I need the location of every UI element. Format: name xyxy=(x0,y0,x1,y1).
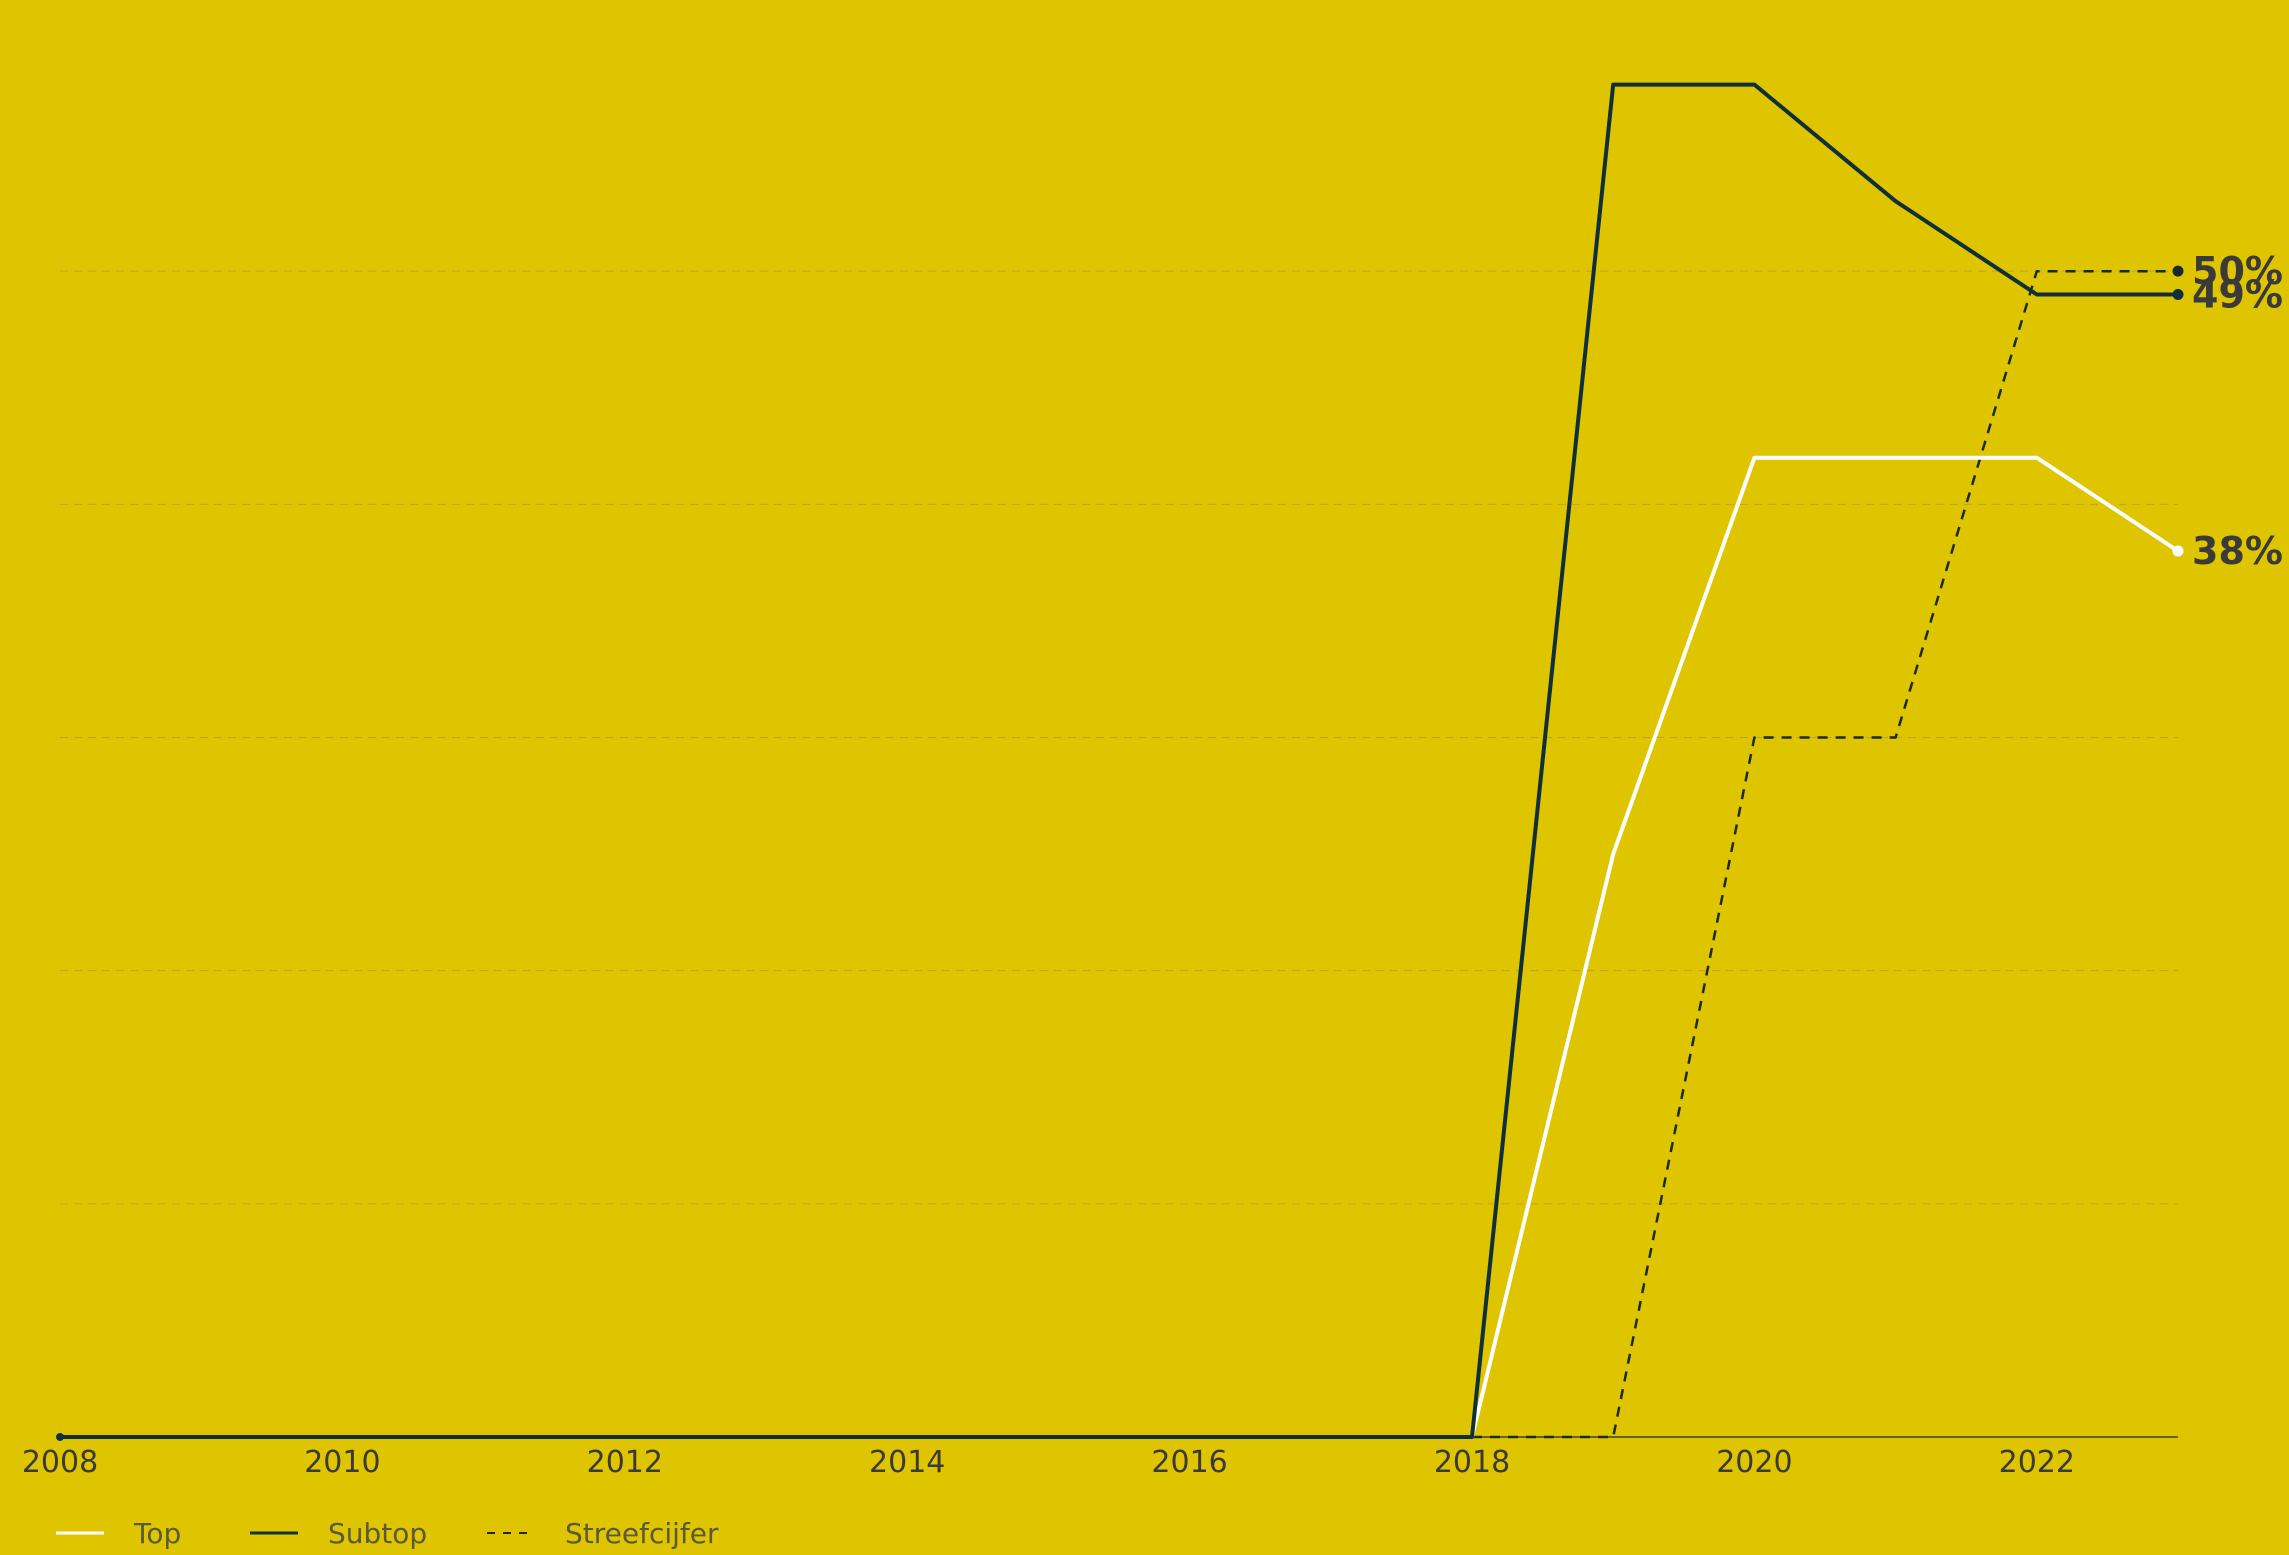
series-line-subtop xyxy=(60,82,2178,1439)
series-end-point-subtop xyxy=(2172,288,2184,300)
legend-label-streefcijfer: Streefcijfer xyxy=(565,1517,719,1550)
x-tick-label-2010: 2010 xyxy=(304,1445,380,1480)
x-tick-label-2018: 2018 xyxy=(1434,1445,1510,1480)
series-start-point-subtop xyxy=(56,1433,64,1441)
end-label-subtop: 49% xyxy=(2192,272,2283,316)
end-label-streefcijfer: 50% xyxy=(2192,249,2283,293)
x-tick-label-2008: 2008 xyxy=(22,1445,98,1480)
x-tick-label-2014: 2014 xyxy=(869,1445,945,1480)
end-labels: 50% 38% 49% xyxy=(2192,249,2283,573)
legend: Top Subtop Streefcijfer xyxy=(56,1517,719,1550)
legend-label-subtop: Subtop xyxy=(328,1517,427,1550)
series-end-point-top xyxy=(2172,545,2184,557)
x-tick-label-2012: 2012 xyxy=(587,1445,663,1480)
x-tick-label-2022: 2022 xyxy=(1999,1445,2075,1480)
x-axis: 2008 2010 2012 2014 2016 2018 2020 2022 xyxy=(22,1436,2178,1480)
x-tick-label-2016: 2016 xyxy=(1151,1445,1227,1480)
legend-label-top: Top xyxy=(133,1517,181,1550)
end-label-top: 38% xyxy=(2192,529,2283,573)
series-end-point-streefcijfer xyxy=(2172,265,2184,277)
series-lines xyxy=(56,82,2184,1441)
series-line-top xyxy=(60,455,2180,1439)
x-tick-label-2020: 2020 xyxy=(1716,1445,1792,1480)
series-line-streefcijfer xyxy=(1472,269,2178,1439)
